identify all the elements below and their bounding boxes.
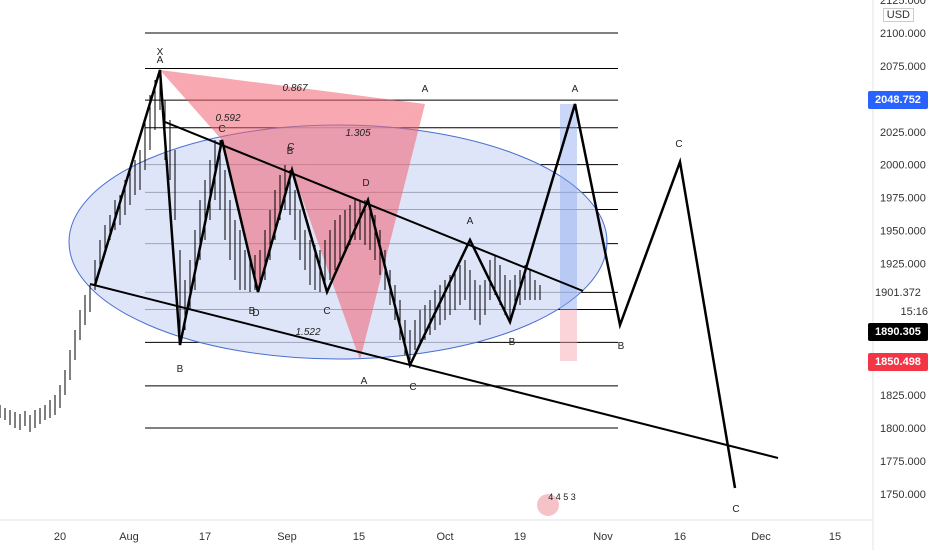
- x-tick-label: 19: [514, 531, 526, 543]
- y-tick-label: 2100.000: [880, 28, 926, 40]
- current-price-label: 1901.372: [875, 287, 921, 299]
- pattern-point-label: C: [218, 124, 225, 135]
- fib-ratio-label: 0.592: [215, 113, 240, 124]
- harmonic-triangle-top: [160, 70, 425, 170]
- harmonic-triangle-left: [160, 70, 292, 292]
- pattern-point-label: D: [362, 178, 369, 189]
- y-tick-label: 1950.000: [880, 226, 926, 238]
- y-tick-label: 1775.000: [880, 456, 926, 468]
- x-tick-label: Dec: [751, 531, 771, 543]
- pattern-point-label: A: [157, 55, 164, 66]
- fib-ratio-label: 1.522: [295, 327, 320, 338]
- fib-ratio-label: 1.305: [345, 128, 370, 139]
- x-tick-label: 20: [54, 531, 66, 543]
- watermark-digits: 4 4 5 3: [548, 492, 576, 502]
- x-tick-label: 15: [353, 531, 365, 543]
- y-tick-label: 1800.000: [880, 423, 926, 435]
- y-tick-label: 1825.000: [880, 390, 926, 402]
- pattern-point-label: C: [287, 142, 294, 153]
- y-tick-label: 2000.000: [880, 160, 926, 172]
- x-tick-label: Sep: [277, 531, 297, 543]
- pattern-point-label: A: [361, 376, 368, 387]
- y-tick-label: 2025.000: [880, 127, 926, 139]
- stop-box-red: [560, 309, 577, 361]
- pattern-point-label: A: [467, 216, 474, 227]
- x-tick-label: Aug: [119, 531, 139, 543]
- upper-trendline: [164, 121, 584, 292]
- target-box-blue: [560, 104, 577, 309]
- y-tick-label: 1750.000: [880, 489, 926, 501]
- pattern-point-label: C: [675, 139, 682, 150]
- red-price-tag: 1850.498: [868, 353, 928, 371]
- x-tick-label: 16: [674, 531, 686, 543]
- black-price-tag: 1890.305: [868, 323, 928, 341]
- pattern-point-label: A: [422, 84, 429, 95]
- pattern-point-label: D: [252, 308, 259, 319]
- watermark-logo: [537, 494, 559, 516]
- blue-price-tag: 2048.752: [868, 91, 928, 109]
- projection-label: C: [732, 504, 739, 515]
- y-tick-label: 1925.000: [880, 258, 926, 270]
- y-tick-label: 2075.000: [880, 61, 926, 73]
- lower-trendline: [89, 283, 779, 459]
- y-tick-label: 1975.000: [880, 193, 926, 205]
- currency-label: USD: [882, 8, 914, 22]
- pattern-point-label: C: [409, 382, 416, 393]
- pattern-point-label: B: [618, 341, 625, 352]
- pattern-point-label: A: [572, 84, 579, 95]
- countdown-label: 15:16: [900, 306, 928, 318]
- pattern-point-label: B: [177, 364, 184, 375]
- zigzag-pattern: [93, 69, 737, 489]
- x-tick-label: 15: [829, 531, 841, 543]
- pattern-point-label: B: [287, 146, 294, 157]
- fib-ratio-label: 0.867: [282, 83, 307, 94]
- pattern-point-label: X: [157, 47, 164, 58]
- x-tick-label: Oct: [436, 531, 453, 543]
- pattern-point-label: C: [323, 306, 330, 317]
- pattern-point-label: B: [509, 337, 516, 348]
- pattern-point-label: B: [249, 306, 256, 317]
- x-tick-label: Nov: [593, 531, 613, 543]
- y-tick-label: 2125.000: [880, 0, 926, 7]
- x-tick-label: 17: [199, 531, 211, 543]
- harmonic-triangle-right: [292, 104, 425, 360]
